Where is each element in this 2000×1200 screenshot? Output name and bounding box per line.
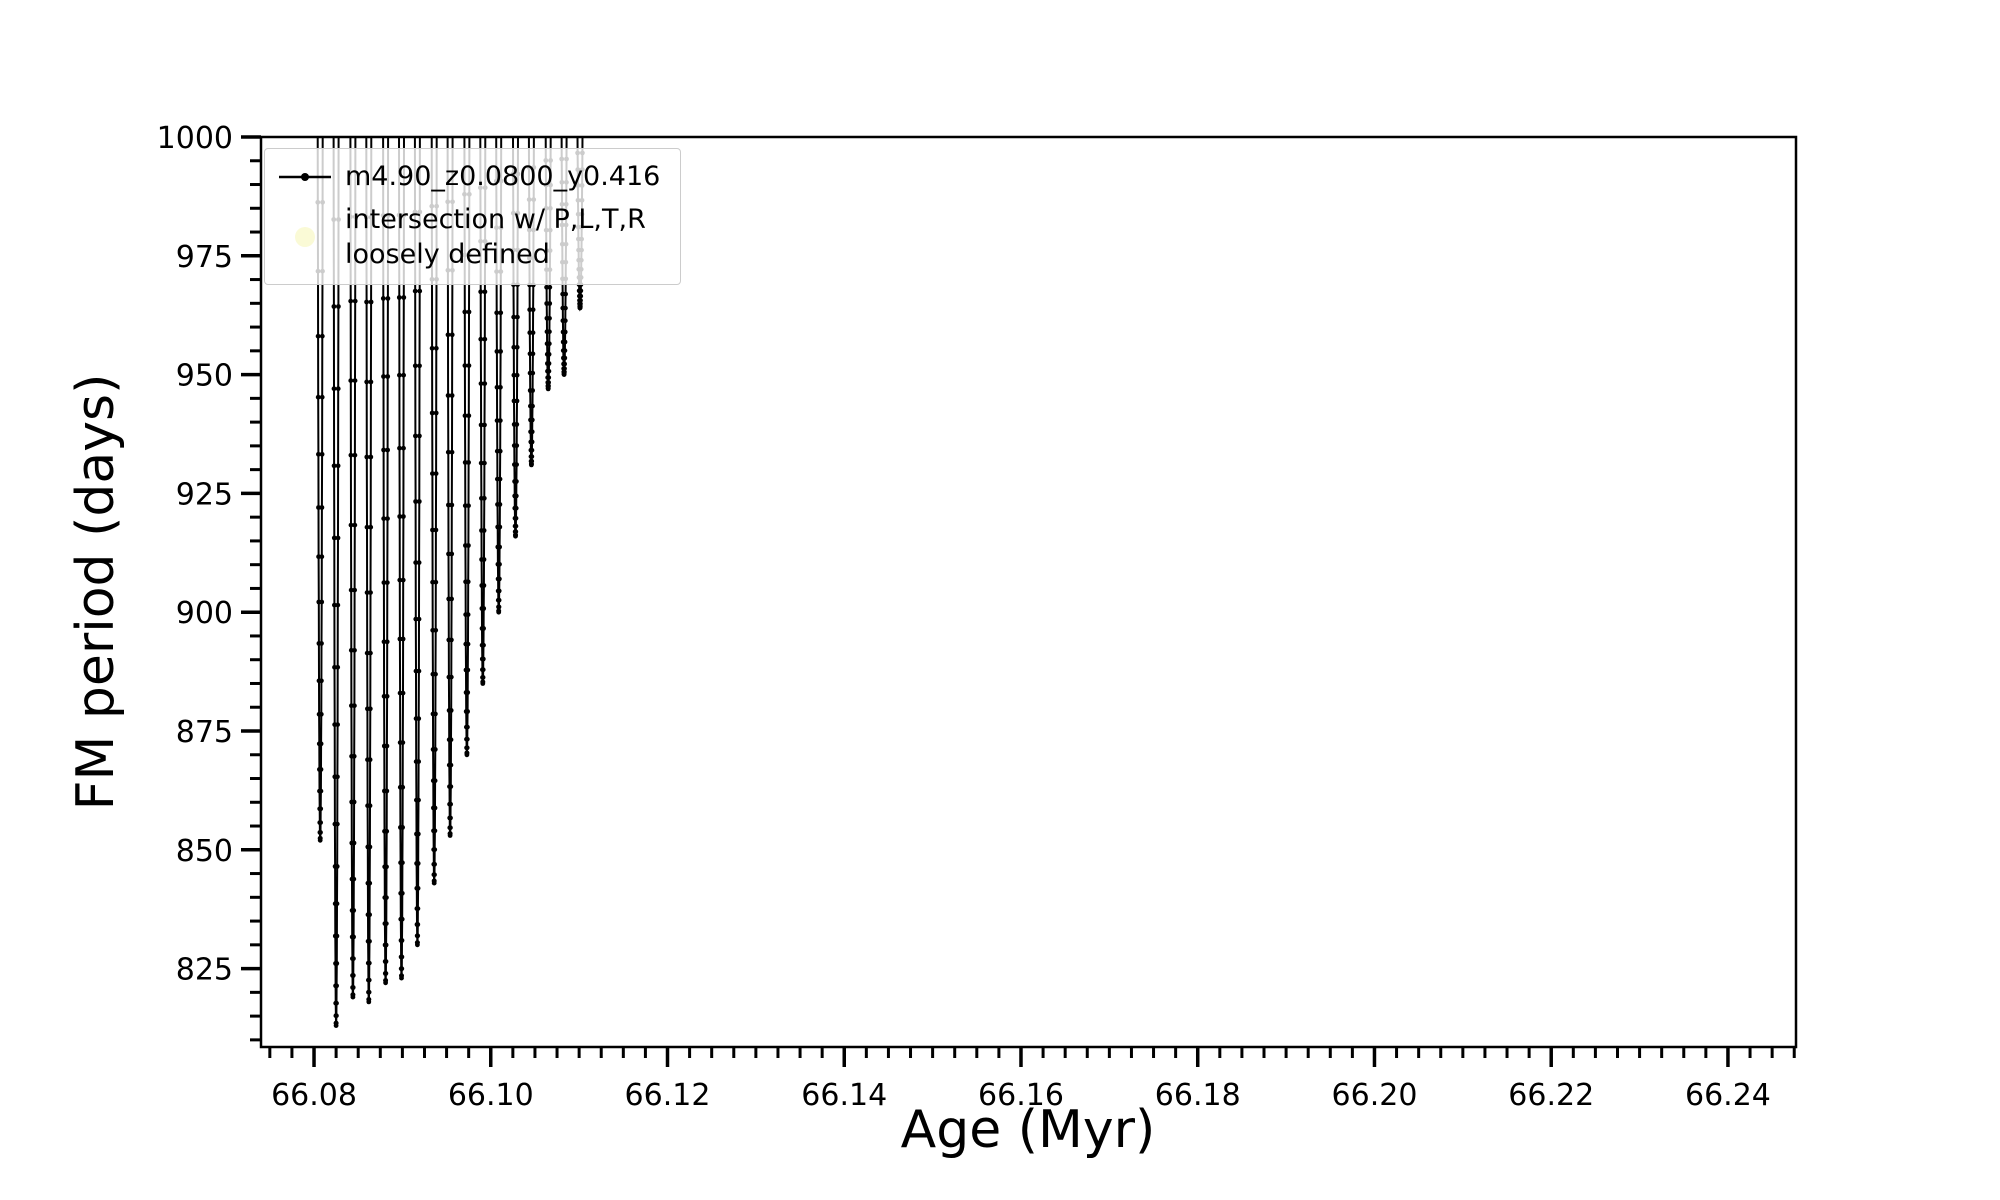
line-dot-marker-icon [279,172,331,181]
x-tick-label: 66.22 [1508,1078,1594,1113]
legend-entry-series: m4.90_z0.0800_y0.416 [277,159,660,194]
y-tick-label: 925 [176,477,233,512]
x-tick-label: 66.20 [1332,1078,1418,1113]
x-tick-label: 66.08 [271,1078,357,1113]
y-tick-label: 875 [176,715,233,750]
legend-label-intersection: intersection w/ P,L,T,R loosely defined [345,204,646,271]
x-tick-label: 66.16 [978,1078,1064,1113]
y-tick-label: 825 [176,953,233,988]
x-tick-label: 66.10 [448,1078,534,1113]
x-tick-label: 66.12 [625,1078,711,1113]
legend-label-series: m4.90_z0.0800_y0.416 [345,161,661,192]
y-tick-label: 950 [176,359,233,394]
y-tick-label: 850 [176,834,233,869]
plot-frame [259,135,1798,1049]
y-tick-label: 900 [176,596,233,631]
x-axis-label: Age (Myr) [900,1100,1156,1160]
x-tick-label: 66.14 [801,1078,887,1113]
intersection-marker-icon [295,227,315,248]
y-axis-label: FM period (days) [66,373,126,811]
axis-ticks [241,135,1796,1067]
legend-entry-intersection: intersection w/ P,L,T,R loosely defined [277,202,660,272]
y-tick-label: 975 [176,240,233,275]
y-tick-label: 1000 [157,121,233,156]
x-tick-label: 66.24 [1685,1078,1771,1113]
legend: m4.90_z0.0800_y0.416 intersection w/ P,L… [264,148,682,286]
tick-labels: 66.08 66.10 66.12 66.14 66.16 66.18 66.20 66.22… [157,121,1771,1113]
x-tick-label: 66.18 [1155,1078,1241,1113]
